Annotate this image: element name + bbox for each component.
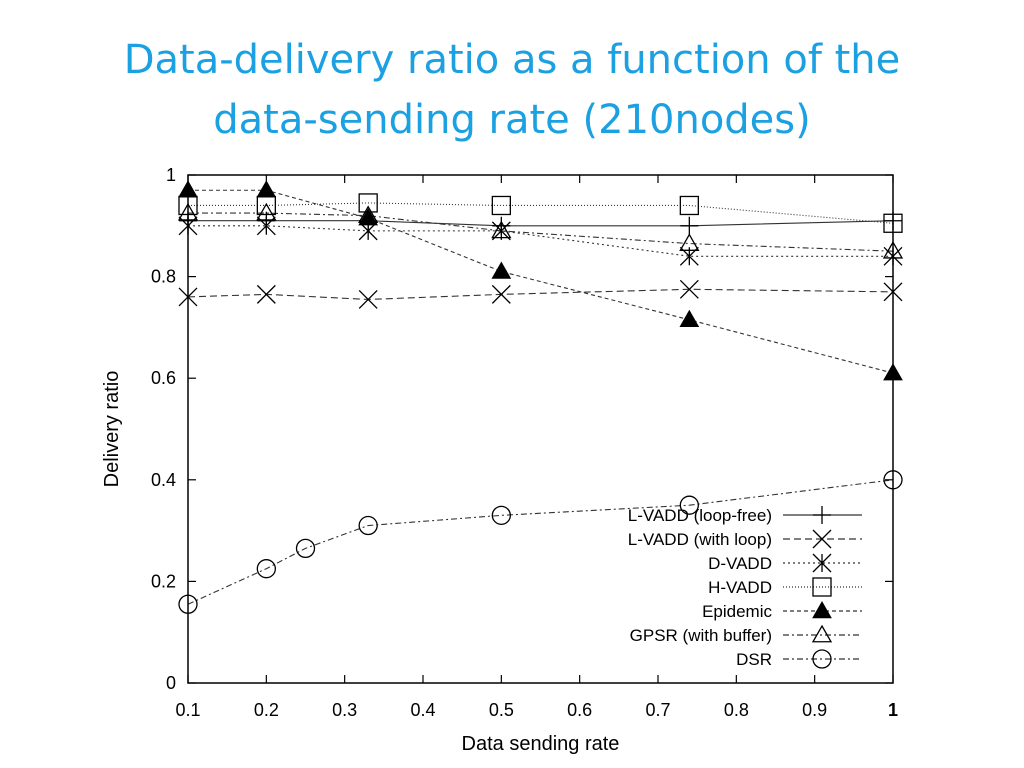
data-point-plus bbox=[680, 216, 699, 235]
x-tick-label: 0.7 bbox=[645, 700, 670, 720]
data-point-filled-triangle bbox=[256, 180, 277, 198]
data-point-triangle bbox=[256, 202, 277, 221]
legend-label: L-VADD (loop-free) bbox=[628, 506, 772, 525]
series-line-3 bbox=[188, 202, 894, 224]
series-line-5 bbox=[188, 212, 894, 252]
legend: L-VADD (loop-free) L-VADD (with loop) D-VA… bbox=[628, 506, 862, 669]
x-tick-label: 1 bbox=[888, 700, 898, 720]
data-point-circle bbox=[358, 515, 378, 536]
data-point-cross bbox=[491, 284, 511, 304]
data-point-asterisk bbox=[491, 221, 511, 241]
y-tick-label: 0.8 bbox=[151, 267, 176, 287]
series-line-1 bbox=[187, 288, 894, 301]
y-tick-label: 0.6 bbox=[151, 368, 176, 388]
data-point-cross bbox=[679, 279, 699, 299]
slide-title-line-1: Data-delivery ratio as a function of the bbox=[123, 37, 901, 83]
y-tick-label: 0 bbox=[166, 673, 176, 693]
legend-marker bbox=[812, 553, 832, 573]
y-axis-label: Delivery ratio bbox=[101, 371, 123, 488]
tick-labels: 0.1 0.2 0.3 0.4 0.5 0.6 0.7 0.8 0.9 1 0 0.2 0.4 0.6 0.… bbox=[151, 165, 898, 720]
data-point-square bbox=[679, 195, 699, 216]
x-tick-label: 0.8 bbox=[724, 700, 749, 720]
data-point-triangle bbox=[491, 220, 512, 239]
legend-label: D-VADD bbox=[708, 554, 772, 573]
data-point-circle bbox=[491, 505, 511, 526]
x-tick-label: 0.2 bbox=[254, 700, 279, 720]
series-line-2 bbox=[188, 225, 893, 257]
data-point-circle bbox=[295, 538, 316, 559]
data-point-circle bbox=[679, 495, 699, 515]
data-point-square bbox=[491, 195, 511, 216]
series-line-6 bbox=[187, 479, 894, 605]
legend-marker bbox=[811, 624, 833, 643]
data-point-filled-triangle bbox=[679, 309, 700, 328]
data-point-cross bbox=[256, 284, 276, 304]
x-tick-label: 0.6 bbox=[567, 700, 592, 720]
data-point-cross bbox=[358, 290, 378, 309]
series-line-4 bbox=[188, 189, 894, 374]
plot-frame bbox=[187, 174, 894, 684]
x-tick-label: 0.4 bbox=[410, 700, 435, 720]
legend-label: Epidemic bbox=[702, 602, 772, 621]
y-tick-label: 1 bbox=[166, 165, 176, 185]
legend-label: DSR bbox=[736, 650, 772, 669]
slide-title: Data-delivery ratio as a function of the… bbox=[0, 30, 1024, 150]
legend-marker bbox=[812, 577, 832, 597]
x-tick-label: 0.3 bbox=[332, 700, 357, 720]
legend-marker bbox=[813, 506, 831, 524]
x-tick-label: 0.5 bbox=[489, 700, 514, 720]
legend-label: GPSR (with buffer) bbox=[630, 626, 772, 645]
x-tick-label: 0.1 bbox=[175, 700, 200, 720]
data-point-filled-triangle bbox=[491, 261, 512, 279]
legend-label: H-VADD bbox=[708, 578, 772, 597]
series-markers bbox=[177, 180, 904, 614]
y-tick-label: 0.4 bbox=[151, 470, 176, 490]
legend-marker bbox=[812, 529, 832, 549]
legend-label: L-VADD (with loop) bbox=[628, 530, 772, 549]
data-point-triangle bbox=[679, 233, 700, 251]
x-axis-label: Data sending rate bbox=[462, 733, 620, 755]
legend-marker bbox=[812, 600, 832, 619]
y-tick-label: 0.2 bbox=[151, 571, 176, 591]
series-lines bbox=[187, 189, 894, 605]
axis-ticks bbox=[187, 174, 894, 684]
data-point-circle bbox=[256, 559, 276, 579]
series-line-0 bbox=[188, 220, 894, 227]
data-point-triangle bbox=[358, 205, 379, 224]
x-tick-label: 0.9 bbox=[802, 700, 827, 720]
data-point-filled-triangle bbox=[358, 208, 379, 226]
slide-title-line-2: data-sending rate (210nodes) bbox=[213, 97, 811, 143]
legend-marker bbox=[812, 649, 832, 669]
